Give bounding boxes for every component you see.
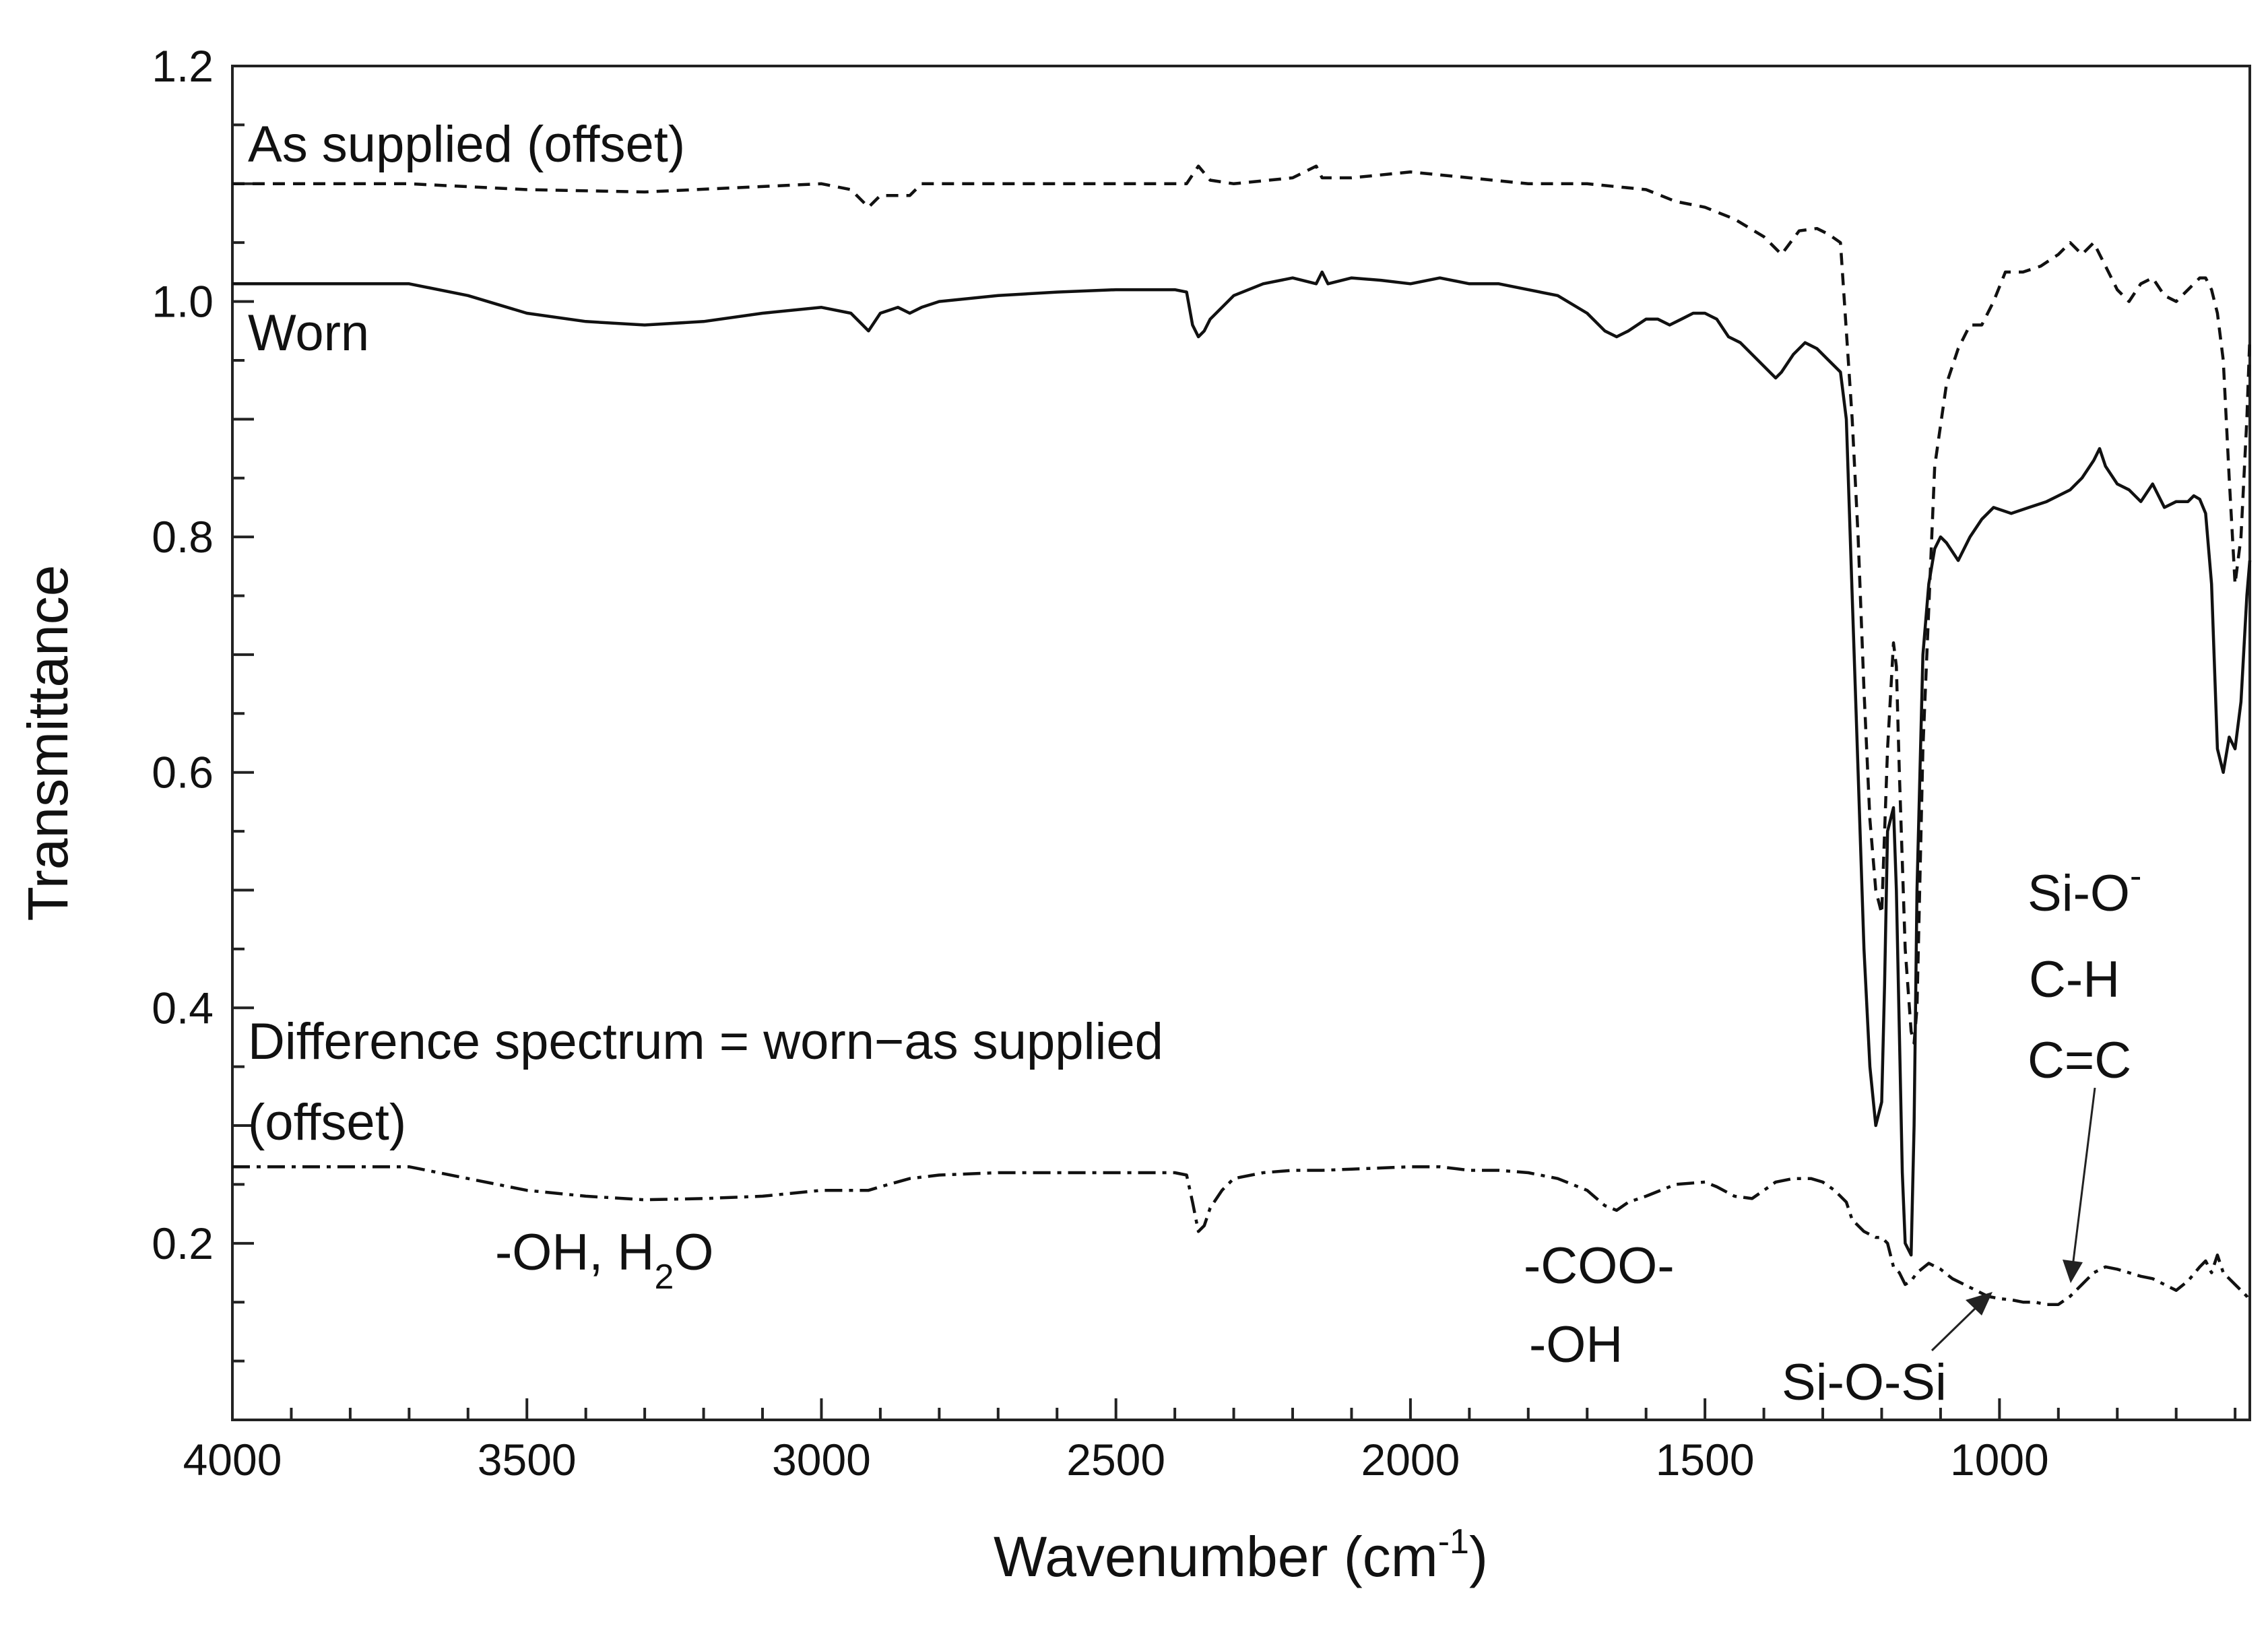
arrow-si-o-si [1931, 1292, 1992, 1352]
y-tick-label: 1.2 [152, 41, 214, 91]
label-oh: -OH [1529, 1316, 1623, 1373]
x-tick-label: 1500 [1656, 1435, 1755, 1485]
label-as-supplied: As supplied (offset) [248, 116, 685, 173]
arrow-si-o [2063, 1087, 2096, 1283]
x-axis-ticks: 4000 3500 3000 2500 2000 1500 1000 [183, 1398, 2237, 1485]
y-tick-label: 0.6 [152, 748, 214, 798]
label-oh-h2o: -OH, H2O [495, 1224, 713, 1297]
label-coo: -COO- [1524, 1237, 1675, 1295]
label-worn: Worn [248, 304, 369, 362]
y-tick-label: 1.0 [152, 277, 214, 327]
series-line-as-supplied [232, 164, 2252, 1045]
y-axis-title: Transmittance [16, 564, 79, 921]
y-tick-label: 0.4 [152, 983, 214, 1033]
x-tick-label: 3500 [478, 1435, 577, 1485]
plot-frame [231, 65, 2251, 1421]
x-tick-label: 4000 [183, 1435, 282, 1485]
series-layer [232, 164, 2252, 1306]
label-c-c: C=C [2028, 1032, 2131, 1089]
y-tick-label: 0.8 [152, 512, 214, 562]
series-line-worn [232, 270, 2252, 1257]
x-tick-label: 2000 [1361, 1435, 1460, 1485]
label-difference-line1: Difference spectrum = worn−as supplied [248, 1013, 1163, 1070]
x-tick-label: 3000 [772, 1435, 871, 1485]
x-tick-label: 2500 [1066, 1435, 1165, 1485]
x-tick-label: 1000 [1950, 1435, 2049, 1485]
y-tick-label: 0.2 [152, 1218, 214, 1268]
label-si-o-si: Si-O-Si [1782, 1354, 1947, 1411]
label-c-h: C-H [2029, 951, 2120, 1008]
x-axis-title: Wavenumber (cm-1) [994, 1522, 1488, 1588]
y-axis-ticks: 0.2 0.4 0.6 0.8 1.0 1.2 [152, 41, 254, 1363]
series-line-difference [232, 1165, 2252, 1306]
label-si-o: Si-O- [2028, 857, 2141, 922]
label-difference-line2: (offset) [248, 1094, 406, 1151]
